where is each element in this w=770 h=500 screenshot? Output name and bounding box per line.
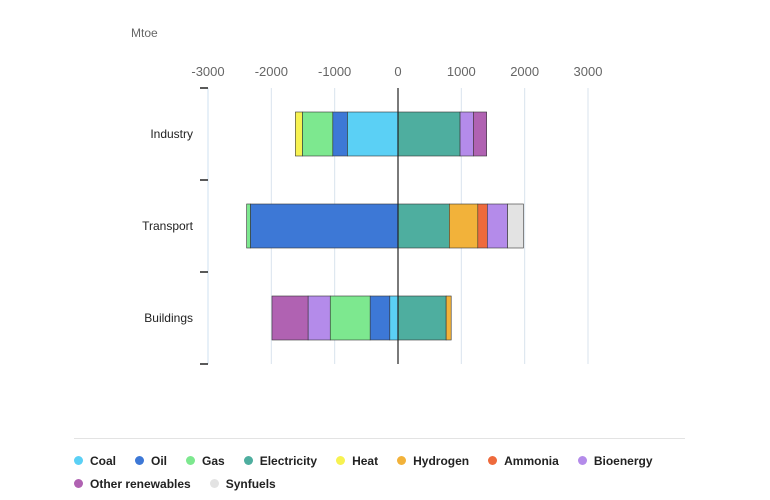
unit-label: Mtoe <box>131 26 158 40</box>
bars <box>246 111 524 341</box>
legend-item[interactable]: Electricity <box>243 453 318 468</box>
bar-segment <box>389 295 399 341</box>
bar-segment <box>477 203 488 249</box>
legend-item[interactable]: Ammonia <box>488 454 559 468</box>
bar-segment <box>397 111 461 157</box>
bar-segment <box>246 203 251 249</box>
legend-swatch <box>336 456 346 465</box>
bar-segment <box>486 203 508 249</box>
legend-item[interactable]: Bioenergy <box>577 453 653 468</box>
bar-segment <box>397 295 447 341</box>
bar-segment <box>448 203 479 249</box>
category-labels: Industry Transport Buildings <box>142 127 194 325</box>
axes <box>200 87 399 365</box>
legend-row: Other renewables Synfuels <box>74 472 685 495</box>
category-label: Buildings <box>144 311 193 325</box>
legend: Coal Oil Gas Electricity Heat Hydrogen Ammonia… <box>74 438 685 495</box>
legend-item[interactable]: Other renewables <box>74 477 191 491</box>
bar-segment <box>332 111 348 157</box>
legend-item[interactable]: Coal <box>74 454 116 468</box>
legend-item[interactable]: Heat <box>336 454 378 468</box>
legend-swatch <box>397 456 407 465</box>
x-tick-label: 1000 <box>447 64 476 79</box>
bar-segment <box>271 295 309 341</box>
bar-segment <box>369 295 391 341</box>
legend-swatch <box>243 456 253 465</box>
bar-segment <box>445 295 452 341</box>
legend-label: Other renewables <box>90 476 191 491</box>
x-tick-label: 3000 <box>574 64 603 79</box>
bar-segment <box>295 111 303 157</box>
x-tick-label: -3000 <box>191 64 224 79</box>
legend-swatch <box>135 456 145 465</box>
legend-item[interactable]: Gas <box>186 454 225 468</box>
bar-segment <box>473 111 487 157</box>
x-tick-label: 2000 <box>510 64 539 79</box>
legend-label: Synfuels <box>225 476 276 491</box>
legend-swatch <box>186 456 196 465</box>
legend-swatch <box>488 456 498 465</box>
bar-segment <box>347 111 399 157</box>
legend-label: Heat <box>352 453 379 468</box>
bar-segment <box>307 295 331 341</box>
x-axis-ticks: -3000 -2000 -1000 0 1000 2000 3000 <box>191 64 602 79</box>
legend-label: Coal <box>90 453 117 468</box>
legend-item[interactable]: Oil <box>135 454 167 468</box>
x-tick-label: -1000 <box>318 64 351 79</box>
x-tick-label: 0 <box>394 64 401 79</box>
category-label: Industry <box>150 127 193 141</box>
x-tick-label: -2000 <box>255 64 288 79</box>
legend-row: Coal Oil Gas Electricity Heat Hydrogen Ammonia… <box>74 449 685 472</box>
legend-label: Hydrogen <box>413 453 470 468</box>
bar-segment <box>302 111 334 157</box>
legend-item[interactable]: Synfuels <box>209 476 276 491</box>
legend-swatch <box>209 479 219 488</box>
chart-area: Mtoe -3000 -2000 -1000 0 1000 2000 3000 Indust… <box>131 26 602 365</box>
legend-label: Bioenergy <box>593 453 653 468</box>
bar-segment <box>507 203 524 249</box>
legend-label: Gas <box>202 453 225 468</box>
legend-swatch <box>74 456 83 465</box>
bar-segment <box>459 111 474 157</box>
bar-segment <box>397 203 450 249</box>
legend-label: Oil <box>151 453 168 468</box>
legend-item[interactable]: Hydrogen <box>397 454 469 468</box>
legend-swatch <box>74 479 83 488</box>
bar-segment <box>329 295 371 341</box>
legend-label: Electricity <box>259 453 318 468</box>
legend-label: Ammonia <box>504 453 559 468</box>
bar-segment <box>250 203 399 249</box>
category-label: Transport <box>142 219 194 233</box>
legend-swatch <box>577 456 587 465</box>
